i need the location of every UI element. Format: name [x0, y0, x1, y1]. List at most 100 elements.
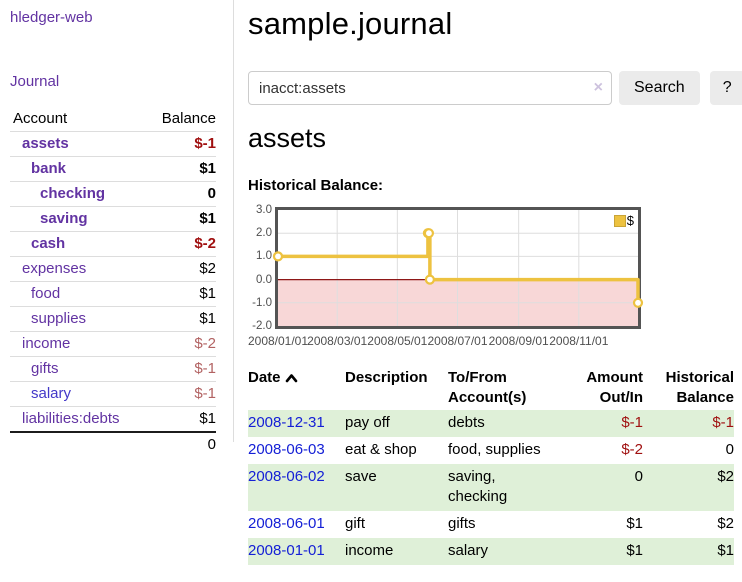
chart-legend-swatch-icon	[613, 215, 626, 227]
register-header-row: Date Description To/From Account(s) Amoun…	[248, 366, 734, 410]
account-row: cash $-2	[10, 231, 216, 257]
sidebar-account-link-liabilities-debts[interactable]: liabilities:debts	[22, 410, 120, 427]
register-header-description: Description	[345, 369, 428, 386]
account-row: supplies $1	[10, 306, 216, 332]
sidebar-account-link-saving[interactable]: saving	[40, 210, 88, 227]
register-table-body: 2008-12-31 pay off debts $-1 $-1 2008-06-03 ea…	[248, 410, 734, 565]
transaction-date-link[interactable]: 2008-01-01	[248, 542, 325, 559]
sidebar-account-link-checking[interactable]: checking	[40, 185, 106, 202]
account-name-cell: gifts	[10, 356, 146, 382]
account-balance: $-1	[194, 135, 216, 152]
historical-balance-chart: 3.0 2.0 1.0 0.0 -1.0 -2.0 $ 2008/01/01 2008/03…	[248, 203, 742, 349]
accounts-total-row: 0	[10, 431, 216, 457]
chart-data-point[interactable]	[424, 274, 435, 285]
transaction-amount: 0	[634, 468, 643, 485]
register-header-accounts: To/From Account(s)	[448, 369, 527, 406]
chart-x-tick-label: 2008/03/01	[307, 334, 368, 348]
sidebar-account-link-salary[interactable]: salary	[31, 385, 72, 402]
register-header-amount: Amount Out/In	[586, 369, 643, 406]
register-row: 2008-06-02 save saving, checking 0 $2	[248, 464, 734, 511]
register-row: 2008-06-01 gift gifts $1 $2	[248, 511, 734, 538]
search-bar: × Search ?	[248, 71, 742, 105]
chart-y-axis-labels: 3.0 2.0 1.0 0.0 -1.0 -2.0	[248, 203, 742, 349]
search-button[interactable]: Search	[619, 71, 700, 105]
help-button[interactable]: ?	[709, 71, 742, 105]
register-table: Date Description To/From Account(s) Amoun…	[248, 366, 734, 565]
accounts-table-header-row: Account Balance	[10, 108, 216, 132]
account-name-cell: saving	[10, 206, 146, 232]
chart-y-tick-label: -2.0	[252, 320, 272, 332]
register-row: 2008-06-03 eat & shop food, supplies $-2 0	[248, 437, 734, 464]
clear-search-icon[interactable]: ×	[593, 79, 603, 96]
chart-plot-svg	[272, 210, 644, 326]
chart-plot[interactable]: $	[272, 207, 644, 329]
chart-legend-label: $	[626, 213, 634, 228]
account-row: gifts $-1	[10, 356, 216, 382]
account-balance: $1	[145, 206, 216, 232]
sidebar-account-link-cash[interactable]: cash	[31, 235, 66, 252]
account-name-cell: expenses	[10, 256, 146, 282]
accounts-table: Account Balance assets $-1 bank $1 checking 0…	[10, 108, 216, 457]
account-name-cell: salary	[10, 381, 146, 407]
chart-heading: Historical Balance:	[248, 177, 384, 194]
app: hledger-web Journal Account Balance asse…	[0, 0, 742, 565]
transaction-accounts: gifts	[448, 515, 476, 532]
transaction-balance: $2	[717, 468, 734, 485]
transaction-amount: $-2	[621, 441, 643, 458]
accounts-table-body: assets $-1 bank $1 checking 0 saving $1 cash $-2 e…	[10, 132, 216, 432]
register-row: 2008-12-31 pay off debts $-1 $-1	[248, 410, 734, 437]
register-header-date[interactable]: Date	[248, 366, 345, 410]
account-row: bank $1	[10, 156, 216, 182]
account-name-cell: checking	[10, 181, 146, 207]
chart-data-point[interactable]	[632, 297, 644, 308]
chart-x-tick-label: 2008/05/01	[367, 334, 428, 348]
transaction-date-link[interactable]: 2008-06-03	[248, 441, 325, 458]
search-input[interactable]	[248, 71, 612, 105]
page-title: sample.journal	[248, 6, 453, 41]
account-row: saving $1	[10, 206, 216, 232]
chart-y-tick-label: 2.0	[256, 227, 272, 240]
chart-y-tick-label: 3.0	[256, 204, 272, 216]
account-name-cell: bank	[10, 156, 146, 182]
transaction-accounts: debts	[448, 414, 485, 431]
sidebar-account-link-assets[interactable]: assets	[22, 135, 69, 152]
sidebar-account-link-gifts[interactable]: gifts	[31, 360, 59, 377]
search-input-wrap: ×	[248, 71, 612, 105]
chart-data-point[interactable]	[272, 251, 284, 262]
transaction-accounts: saving, checking	[448, 468, 508, 505]
app-title-link[interactable]: hledger-web	[10, 9, 93, 26]
sidebar: hledger-web Journal Account Balance asse…	[0, 0, 234, 457]
chart-y-tick-label: 1.0	[256, 250, 272, 263]
account-row: liabilities:debts $1	[10, 406, 216, 432]
sidebar-item-journal[interactable]: Journal	[10, 73, 60, 90]
chart-y-tick-label: -1.0	[252, 296, 272, 309]
sidebar-account-link-supplies[interactable]: supplies	[31, 310, 87, 327]
transaction-balance: $1	[717, 542, 734, 559]
transaction-amount: $-1	[621, 414, 643, 431]
account-name-cell: income	[10, 331, 146, 357]
account-balance: $-2	[145, 331, 216, 357]
sidebar-account-link-expenses[interactable]: expenses	[22, 260, 87, 277]
account-balance: $1	[145, 281, 216, 307]
chart-y-tick-label: 0.0	[256, 273, 272, 286]
account-name-cell: cash	[10, 231, 146, 257]
transaction-date-link[interactable]: 2008-12-31	[248, 414, 325, 431]
accounts-total-value: 0	[145, 431, 216, 457]
account-balance: $2	[145, 256, 216, 282]
transaction-description: save	[345, 468, 377, 485]
transaction-date-link[interactable]: 2008-06-02	[248, 468, 325, 485]
chart-legend: $	[612, 213, 635, 229]
account-row: food $1	[10, 281, 216, 307]
transaction-date-link[interactable]: 2008-06-01	[248, 515, 325, 532]
sidebar-account-link-income[interactable]: income	[22, 335, 71, 352]
sidebar-account-link-food[interactable]: food	[31, 285, 61, 302]
transaction-accounts: food, supplies	[448, 441, 541, 458]
chart-data-point[interactable]	[423, 228, 435, 239]
account-heading: assets	[248, 123, 327, 153]
account-balance: $1	[145, 156, 216, 182]
sort-ascending-icon	[285, 369, 298, 389]
sidebar-account-link-bank[interactable]: bank	[31, 160, 67, 177]
transaction-description: income	[345, 542, 394, 559]
register-row: 2008-01-01 income salary $1 $1	[248, 538, 734, 565]
transaction-description: pay off	[345, 414, 390, 431]
